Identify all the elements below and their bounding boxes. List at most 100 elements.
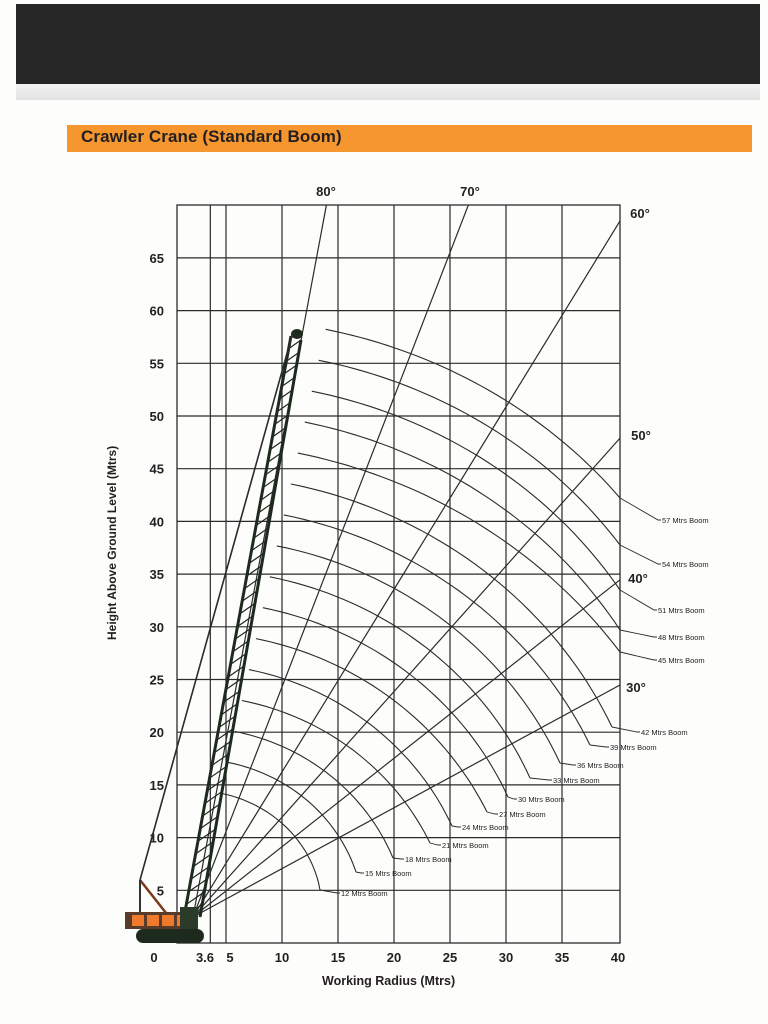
label-leader bbox=[507, 796, 517, 800]
pendant-line bbox=[139, 331, 294, 881]
label-leader bbox=[392, 857, 404, 860]
y-tick-label: 25 bbox=[150, 673, 164, 688]
boom-arc bbox=[220, 792, 321, 891]
angle-label: 40° bbox=[628, 571, 648, 586]
boom-lacing bbox=[209, 765, 227, 779]
boom-arc bbox=[297, 452, 621, 653]
x-axis-title: Working Radius (Mtrs) bbox=[322, 974, 456, 988]
boom-lacing bbox=[197, 828, 216, 842]
boom-lacing bbox=[251, 540, 267, 552]
label-leader bbox=[619, 651, 657, 661]
boom-lacing bbox=[283, 364, 297, 375]
boom-lacing bbox=[227, 665, 245, 678]
boom-lacing bbox=[223, 690, 240, 703]
boom-lacing bbox=[206, 778, 225, 792]
angle-label: 50° bbox=[631, 428, 651, 443]
label-leader bbox=[486, 811, 498, 815]
label-leader bbox=[619, 629, 657, 638]
title-band: Crawler Crane (Standard Boom) bbox=[67, 125, 752, 152]
boom-lacing bbox=[202, 803, 221, 817]
boom-lacing bbox=[190, 866, 210, 880]
boom-arc bbox=[227, 761, 357, 873]
boom-lacing bbox=[241, 590, 258, 602]
boom-lacing bbox=[199, 816, 218, 830]
label-leader bbox=[559, 762, 576, 766]
boom-arc bbox=[241, 699, 431, 844]
boom-lacing bbox=[188, 878, 207, 893]
boom-lacing bbox=[234, 628, 251, 640]
crawler-track bbox=[136, 929, 204, 943]
boom-lacing bbox=[260, 490, 275, 501]
y-tick-label: 40 bbox=[150, 514, 164, 529]
x-tick-label: 3.6 bbox=[196, 950, 214, 965]
boom-length-label: 51 Mtrs Boom bbox=[658, 606, 705, 615]
y-axis-title: Height Above Ground Level (Mtrs) bbox=[105, 445, 119, 640]
angle-label: 70° bbox=[460, 184, 480, 199]
boom-arc bbox=[283, 514, 591, 746]
boom-length-label: 21 Mtrs Boom bbox=[442, 841, 489, 850]
boom-lacing bbox=[262, 477, 278, 489]
boom-lacing bbox=[204, 791, 223, 804]
boom-lacing bbox=[269, 439, 284, 451]
boom-arc bbox=[269, 576, 531, 779]
boom-length-label: 36 Mtrs Boom bbox=[577, 761, 624, 770]
boom-length-label: 48 Mtrs Boom bbox=[658, 633, 705, 642]
counterweight-block bbox=[132, 915, 144, 926]
boom-arc bbox=[255, 638, 488, 813]
counterweight-block bbox=[162, 915, 174, 926]
gantry-strut bbox=[139, 879, 171, 919]
angle-line bbox=[192, 437, 621, 918]
boom-lacing bbox=[218, 715, 236, 729]
boom-arc bbox=[262, 607, 509, 798]
label-leader bbox=[529, 777, 552, 781]
boom-length-label: 45 Mtrs Boom bbox=[658, 656, 705, 665]
x-tick-label: 5 bbox=[226, 950, 233, 965]
boom-length-label: 54 Mtrs Boom bbox=[662, 560, 709, 569]
header-bar bbox=[16, 4, 760, 84]
boom-lacing bbox=[267, 452, 282, 463]
boom-lacing bbox=[288, 339, 302, 350]
label-leader bbox=[589, 744, 609, 748]
y-tick-label: 15 bbox=[150, 778, 164, 793]
boom-length-label: 12 Mtrs Boom bbox=[341, 889, 388, 898]
boom-lacing bbox=[274, 414, 289, 425]
angle-label: 60° bbox=[630, 206, 650, 221]
angle-line bbox=[192, 684, 621, 918]
boom-lacing bbox=[286, 352, 300, 362]
boom-lacing bbox=[220, 703, 238, 716]
boom-arc bbox=[276, 545, 561, 764]
y-tick-label: 20 bbox=[150, 725, 164, 740]
angle-line bbox=[192, 579, 621, 918]
boom-lacing bbox=[216, 728, 234, 741]
y-tick-label: 60 bbox=[150, 304, 164, 319]
boom-length-label: 27 Mtrs Boom bbox=[499, 810, 546, 819]
y-tick-label: 50 bbox=[150, 409, 164, 424]
label-leader bbox=[429, 842, 441, 846]
boom-lacing bbox=[272, 427, 286, 438]
x-tick-label: 40 bbox=[611, 950, 625, 965]
label-leader bbox=[319, 889, 340, 894]
boom-lacing bbox=[279, 389, 293, 400]
boom-lacing bbox=[255, 515, 271, 526]
y-tick-label: 35 bbox=[150, 567, 164, 582]
boom-arc bbox=[318, 359, 621, 546]
boom-length-label: 24 Mtrs Boom bbox=[462, 823, 509, 832]
counterweight-block bbox=[147, 915, 159, 926]
label-leader bbox=[619, 544, 661, 565]
boom-length-label: 15 Mtrs Boom bbox=[365, 869, 412, 878]
boom-lacing bbox=[239, 602, 256, 615]
boom-lacing bbox=[237, 615, 254, 627]
boom-length-label: 18 Mtrs Boom bbox=[405, 855, 452, 864]
boom-lacing bbox=[246, 565, 262, 577]
x-tick-label: 0 bbox=[150, 950, 157, 965]
label-leader bbox=[355, 871, 364, 874]
boom-lacing bbox=[195, 841, 214, 855]
y-tick-label: 65 bbox=[150, 251, 164, 266]
boom-arc bbox=[248, 669, 453, 827]
y-tick-label: 55 bbox=[150, 356, 164, 371]
x-tick-label: 30 bbox=[499, 950, 513, 965]
boom-lacing bbox=[225, 678, 243, 691]
crane-cab bbox=[180, 907, 198, 929]
header-strip bbox=[16, 84, 760, 100]
angle-label: 30° bbox=[626, 680, 646, 695]
